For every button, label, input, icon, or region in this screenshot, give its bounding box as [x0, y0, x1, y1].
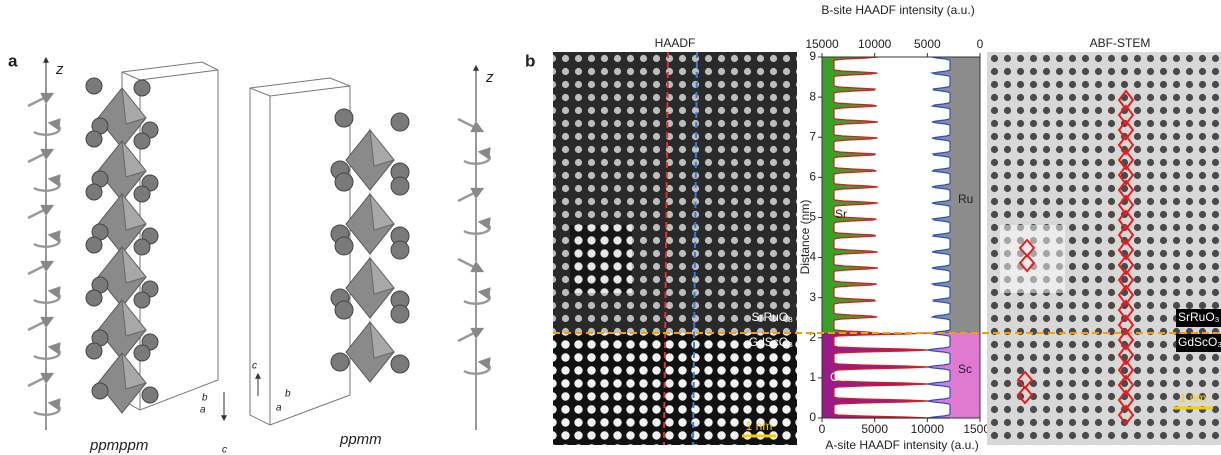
panel-label: b — [525, 51, 535, 70]
rotation — [34, 403, 60, 415]
structure-label: ppmppm — [89, 437, 148, 454]
profile-trace — [932, 57, 950, 333]
layer-label: SrRuO₃ — [751, 310, 793, 324]
atom — [391, 355, 409, 373]
atom — [86, 78, 102, 94]
atom — [391, 177, 409, 195]
octahedron — [370, 258, 394, 294]
profile-trace — [928, 333, 950, 418]
rotation — [34, 291, 60, 303]
atom — [86, 184, 102, 200]
y-tick-label: 0 — [809, 410, 816, 424]
x2-tick-label: 0 — [977, 37, 984, 51]
x-tick-label: 5000 — [861, 422, 888, 436]
x-tick-label: 10000 — [911, 422, 945, 436]
atom — [335, 109, 353, 127]
atom — [391, 241, 409, 259]
atom — [331, 353, 349, 371]
structure-label: ppmm — [339, 431, 382, 448]
element-label: Sr — [835, 207, 847, 221]
tilt — [458, 329, 482, 341]
atom — [335, 237, 353, 255]
axis-b: b — [202, 393, 208, 404]
axis-b: b — [285, 389, 291, 400]
tilt — [458, 259, 482, 271]
rotation — [464, 362, 490, 374]
axis-c: c — [252, 361, 257, 372]
tilt — [28, 150, 52, 162]
cell-box — [250, 78, 350, 425]
axis-z: z — [485, 69, 494, 86]
scale-label: 1 nm — [1180, 391, 1207, 405]
layer-label: GdScO₃ — [749, 335, 793, 349]
atom — [86, 237, 102, 253]
image-title: HAADF — [655, 36, 696, 50]
octahedron — [370, 322, 394, 358]
x2-tick-label: 5000 — [914, 37, 941, 51]
axis-a: a — [200, 405, 206, 416]
tilt — [28, 318, 52, 330]
profile-trace — [834, 57, 878, 333]
octahedron — [370, 130, 394, 166]
y-tick-label: 8 — [809, 89, 816, 103]
atom — [134, 186, 150, 202]
figure: a z z ppmppm ppmm a b c a b c b HAADF Sr… — [0, 0, 1221, 455]
rotation — [34, 235, 60, 247]
tilt — [28, 262, 52, 274]
image-title: ABF-STEM — [1090, 36, 1151, 50]
atom — [134, 80, 150, 96]
panel-label: a — [8, 51, 18, 70]
atom — [391, 305, 409, 323]
atom — [335, 173, 353, 191]
tilt — [458, 119, 482, 131]
y-tick-label: 9 — [809, 49, 816, 63]
axis-title: Distance (nm) — [798, 200, 812, 275]
atom — [335, 301, 353, 319]
x2-tick-label: 10000 — [858, 37, 892, 51]
tilt — [28, 206, 52, 218]
rotation — [34, 347, 60, 359]
axis-title: B-site HAADF intensity (a.u.) — [821, 3, 974, 17]
atom — [86, 290, 102, 306]
element-label: Ru — [958, 192, 973, 206]
scale-label: 1 nm — [746, 419, 773, 433]
rotation — [34, 179, 60, 191]
layer-label: SrRuO₃ — [1178, 310, 1220, 324]
rotation — [464, 152, 490, 164]
tilt — [458, 189, 482, 201]
rotation — [34, 123, 60, 135]
element-label: Gd — [830, 370, 846, 384]
axis-c: c — [222, 445, 227, 455]
inset — [570, 225, 632, 293]
x-tick-label: 0 — [819, 422, 826, 436]
profile-trace — [834, 333, 929, 418]
atom — [86, 131, 102, 147]
tilt — [28, 374, 52, 386]
element-label: Sc — [958, 362, 972, 376]
layer-label: GdScO₃ — [1178, 335, 1221, 349]
axis-a: a — [276, 403, 282, 414]
y-tick-label: 1 — [809, 370, 816, 384]
y-tick-label: 7 — [809, 129, 816, 143]
atom — [142, 387, 158, 403]
atom — [134, 345, 150, 361]
octahedron — [370, 194, 394, 230]
axis-title: A-site HAADF intensity (a.u.) — [825, 438, 978, 452]
atom — [86, 343, 102, 359]
atom — [134, 239, 150, 255]
rotation — [464, 222, 490, 234]
inset — [1000, 225, 1065, 293]
panel-a — [28, 58, 490, 430]
atom — [134, 292, 150, 308]
profile-fill — [822, 57, 878, 333]
atom — [134, 133, 150, 149]
axis-z: z — [55, 61, 64, 78]
atom — [391, 113, 409, 131]
atom — [92, 383, 108, 399]
y-tick-label: 6 — [809, 170, 816, 184]
y-tick-label: 3 — [809, 290, 816, 304]
profile-fill — [928, 333, 980, 418]
tilt — [28, 94, 52, 106]
rotation — [464, 292, 490, 304]
